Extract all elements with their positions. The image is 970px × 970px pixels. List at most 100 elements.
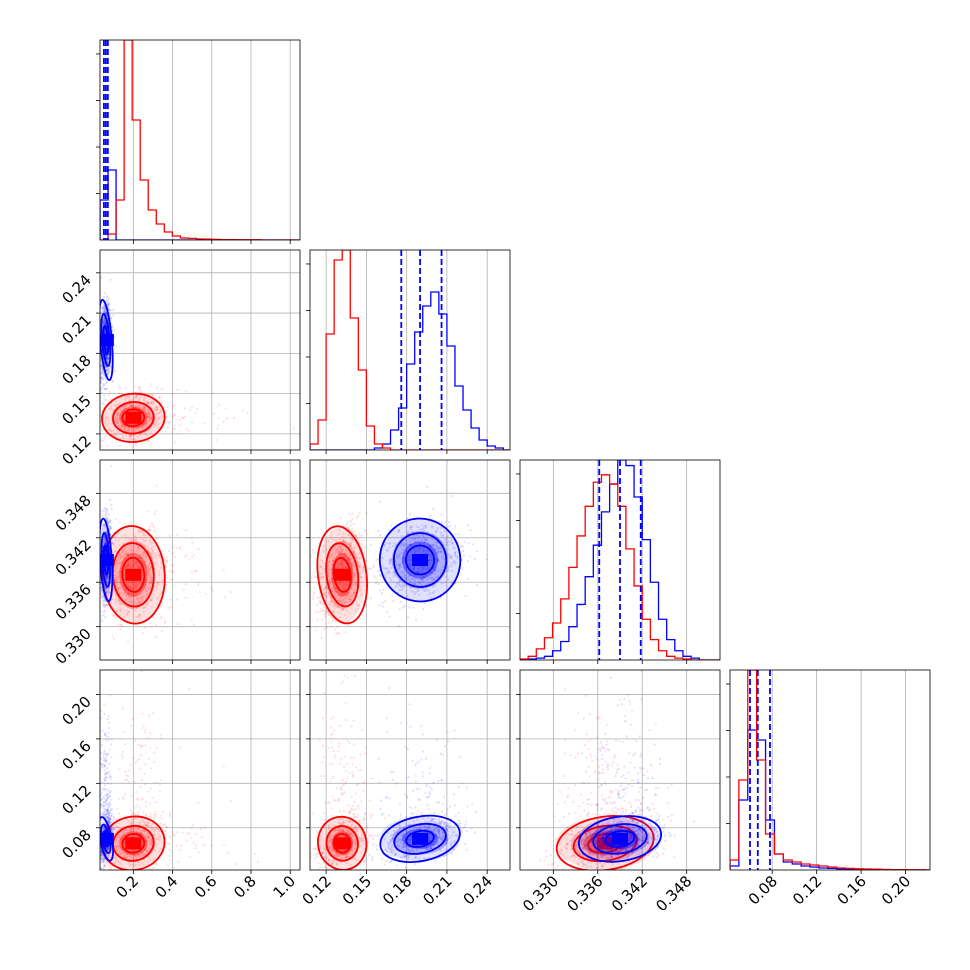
scatter-point — [321, 572, 324, 575]
scatter-point — [349, 553, 352, 557]
scatter-point — [129, 564, 132, 567]
scatter-point — [147, 401, 150, 404]
scatter-point — [117, 539, 120, 542]
scatter-point — [306, 591, 308, 593]
scatter-point — [149, 443, 152, 446]
scatter-point — [210, 586, 213, 589]
scatter-point — [416, 571, 419, 574]
scatter-point — [422, 567, 425, 571]
scatter-point — [184, 390, 187, 393]
scatter-point — [103, 703, 106, 706]
scatter-point — [113, 856, 116, 859]
scatter-point — [112, 429, 115, 432]
scatter-point — [103, 712, 106, 716]
scatter-point — [110, 504, 113, 507]
scatter-point — [199, 828, 202, 831]
scatter-point — [118, 543, 121, 547]
scatter-point — [102, 854, 105, 857]
scatter-point — [437, 546, 441, 549]
scatter-point — [142, 554, 145, 557]
histogram-red — [100, 40, 300, 240]
scatter-point — [120, 434, 124, 437]
scatter-point — [346, 558, 349, 561]
scatter-point — [129, 521, 132, 524]
scatter-point — [441, 534, 444, 537]
scatter-point — [322, 588, 325, 591]
scatter-point — [212, 391, 215, 394]
scatter-point — [222, 765, 225, 768]
scatter-point — [133, 594, 136, 597]
scatter-point — [133, 586, 136, 590]
scatter-point — [123, 856, 126, 859]
scatter-point — [184, 596, 187, 599]
scatter-point — [350, 595, 353, 598]
scatter-point — [141, 538, 144, 541]
scatter-point — [446, 536, 449, 539]
scatter-point — [112, 328, 115, 332]
scatter-point — [423, 601, 427, 605]
scatter-point — [102, 805, 105, 808]
scatter-point — [149, 577, 152, 580]
scatter-point — [105, 346, 108, 349]
scatter-point — [446, 569, 449, 573]
scatter-point — [329, 567, 332, 571]
scatter-point — [381, 557, 384, 560]
scatter-point — [314, 575, 317, 578]
scatter-point — [158, 570, 161, 573]
scatter-point — [100, 392, 103, 395]
scatter-point — [447, 548, 450, 551]
scatter-point — [111, 542, 114, 545]
scatter-point — [351, 594, 354, 597]
scatter-point — [336, 561, 339, 564]
scatter-point — [324, 587, 327, 590]
scatter-point — [141, 829, 144, 833]
scatter-point — [116, 420, 119, 423]
scatter-point — [107, 297, 110, 300]
scatter-point — [423, 541, 426, 544]
scatter-point — [159, 410, 162, 413]
scatter-point — [107, 302, 110, 305]
scatter-point — [122, 424, 125, 427]
scatter-point — [321, 575, 324, 578]
scatter-point — [318, 565, 321, 569]
scatter-point — [104, 421, 107, 424]
scatter-point — [105, 754, 108, 758]
scatter-point — [117, 601, 120, 604]
scatter-point — [104, 828, 107, 831]
scatter-point — [348, 557, 351, 560]
scatter-point — [350, 567, 353, 570]
scatter-point — [155, 405, 158, 408]
scatter-point — [118, 556, 121, 559]
scatter-point — [353, 589, 356, 592]
scatter-point — [96, 873, 98, 875]
scatter-point — [130, 580, 133, 583]
scatter-point — [107, 357, 110, 360]
scatter-point — [130, 537, 133, 541]
scatter-point — [100, 371, 103, 374]
scatter-point — [112, 314, 115, 317]
scatter-point — [166, 576, 169, 579]
scatter-point — [330, 586, 333, 590]
scatter-point — [353, 576, 356, 579]
scatter-point — [124, 400, 127, 403]
scatter-point — [167, 570, 170, 573]
scatter-point — [435, 558, 438, 561]
scatter-point — [358, 565, 362, 569]
scatter-point — [117, 623, 120, 627]
scatter-point — [334, 590, 337, 593]
scatter-point — [108, 819, 111, 822]
scatter-point — [194, 843, 198, 847]
scatter-point — [427, 566, 430, 569]
scatter-point — [301, 633, 303, 635]
scatter-point — [136, 405, 139, 408]
scatter-point — [100, 367, 103, 370]
scatter-panel-3-0 — [96, 669, 301, 875]
scatter-point — [155, 417, 158, 420]
scatter-point — [147, 412, 150, 415]
contour-line — [100, 532, 111, 588]
scatter-point — [121, 425, 124, 428]
scatter-point — [117, 845, 120, 848]
scatter-point — [105, 565, 108, 569]
scatter-point — [115, 403, 118, 406]
scatter-point — [107, 521, 110, 524]
